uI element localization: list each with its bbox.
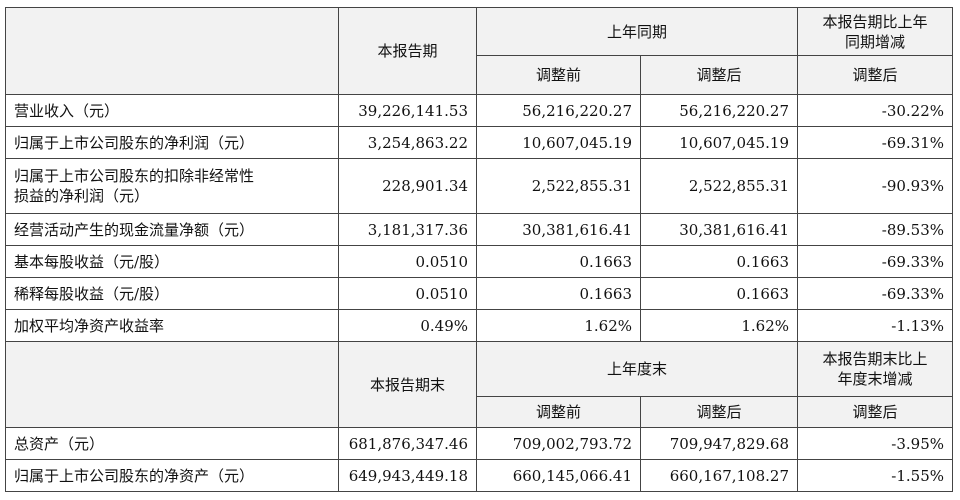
cell: 228,901.34	[338, 158, 477, 214]
cell: 总资产（元）	[5, 427, 339, 460]
cell: -1.55%	[797, 459, 954, 492]
data-row: 加权平均净资产收益率 0.49% 1.62% 1.62% -1.13%	[5, 309, 954, 342]
cell: 调整后	[797, 55, 954, 95]
cell: 0.1663	[476, 277, 641, 310]
data-row: 归属于上市公司股东的净利润（元） 3,254,863.22 10,607,045.1…	[5, 126, 954, 159]
header-blank	[5, 7, 339, 95]
cell-line: 营业收入（元）	[14, 101, 120, 120]
cell: 660,167,108.27	[639, 459, 799, 492]
cell: -30.22%	[797, 94, 954, 127]
cell: -3.95%	[797, 427, 954, 460]
cell: 0.1663	[639, 245, 799, 278]
header-blank	[5, 341, 339, 428]
cell: 1.62%	[476, 309, 641, 342]
cell: 加权平均净资产收益率	[5, 309, 339, 342]
cell: -90.93%	[797, 158, 954, 214]
cell: 归属于上市公司股东的扣除非经常性 损益的净利润（元）	[5, 158, 339, 214]
cell: 56,216,220.27	[476, 94, 641, 127]
cell: 709,947,829.68	[639, 427, 799, 460]
cell: 上年同期	[475, 7, 799, 56]
cell: 2,522,855.31	[476, 158, 641, 214]
header-row: 调整前 调整后 调整后	[6, 55, 954, 95]
cell: 3,254,863.22	[338, 126, 477, 159]
data-row: 营业收入（元） 39,226,141.53 56,216,220.27 56,216,…	[5, 94, 954, 127]
cell: 0.1663	[639, 277, 799, 310]
data-row: 经营活动产生的现金流量净额（元） 3,181,317.36 30,381,616.4…	[5, 213, 954, 246]
cell: 调整后	[639, 396, 799, 428]
cell: -69.33%	[797, 245, 954, 278]
cell-line: 加权平均净资产收益率	[14, 316, 165, 335]
cell: 归属于上市公司股东的净利润（元）	[5, 126, 339, 159]
header-row: 本报告期末 上年度末 本报告期末比上 年度末增减	[5, 341, 954, 428]
cell: 2,522,855.31	[639, 158, 799, 214]
cell: 本报告期末比上 年度末增减	[797, 341, 954, 397]
cell: 本报告期比上年 同期增减	[797, 7, 954, 56]
data-row: 总资产（元） 681,876,347.46 709,002,793.72 709,94…	[5, 427, 954, 460]
cell: 调整后	[797, 396, 954, 428]
cell-line: 基本每股收益（元/股）	[14, 252, 170, 271]
cell: 调整前	[476, 55, 641, 95]
cell: 660,145,066.41	[476, 459, 641, 492]
cell: 3,181,317.36	[338, 213, 477, 246]
cell: 本报告期末	[338, 341, 477, 428]
cell: 0.0510	[338, 277, 477, 310]
cell-line: 同期增减	[845, 32, 906, 51]
cell: 基本每股收益（元/股）	[5, 245, 339, 278]
cell-line: 年度末增减	[837, 370, 913, 388]
cell-line: 经营活动产生的现金流量净额（元）	[14, 220, 255, 239]
cell: 709,002,793.72	[476, 427, 641, 460]
table-body: 本报告期 上年同期 本报告期比上年 同期增减 调整前 调整后 调整后 营业收入（元） 39,22…	[5, 7, 954, 492]
cell: 681,876,347.46	[338, 427, 477, 460]
cell: 营业收入（元）	[5, 94, 339, 127]
cell: -69.31%	[797, 126, 954, 159]
cell: 30,381,616.41	[476, 213, 641, 246]
header-row: 本报告期 上年同期 本报告期比上年 同期增减	[5, 7, 954, 95]
data-row: 归属于上市公司股东的净资产（元） 649,943,449.18 660,145,06…	[5, 459, 954, 492]
cell-line: 本报告期比上年	[822, 12, 928, 31]
cell: 归属于上市公司股东的净资产（元）	[5, 459, 339, 492]
cell-line: 归属于上市公司股东的净资产（元）	[14, 466, 255, 485]
cell-line: 归属于上市公司股东的扣除非经常性	[14, 167, 255, 185]
cell: 30,381,616.41	[639, 213, 799, 246]
cell: 10,607,045.19	[476, 126, 641, 159]
cell: 0.1663	[476, 245, 641, 278]
cell: -69.33%	[797, 277, 954, 310]
cell-line: 稀释每股收益（元/股）	[14, 284, 170, 303]
cell: 0.0510	[338, 245, 477, 278]
data-row: 基本每股收益（元/股） 0.0510 0.1663 0.1663 -69.33%	[5, 245, 954, 278]
cell: 56,216,220.27	[639, 94, 799, 127]
cell: 调整前	[476, 396, 641, 428]
cell: 10,607,045.19	[639, 126, 799, 159]
cell-line: 本报告期末比上	[822, 350, 928, 368]
cell: 649,943,449.18	[338, 459, 477, 492]
cell: 经营活动产生的现金流量净额（元）	[5, 213, 339, 246]
financial-table: 本报告期 上年同期 本报告期比上年 同期增减 调整前 调整后 调整后 营业收入（元） 39,22…	[5, 7, 954, 492]
cell-line: 总资产（元）	[14, 434, 105, 453]
cell: 39,226,141.53	[338, 94, 477, 127]
cell: 1.62%	[639, 309, 799, 342]
header-row: 调整前 调整后 调整后	[6, 396, 954, 428]
data-row: 归属于上市公司股东的扣除非经常性 损益的净利润（元） 228,901.34 2,522…	[5, 158, 954, 214]
data-row: 稀释每股收益（元/股） 0.0510 0.1663 0.1663 -69.33%	[5, 277, 954, 310]
cell-line: 损益的净利润（元）	[14, 187, 150, 205]
cell: 0.49%	[338, 309, 477, 342]
cell: 本报告期	[338, 7, 477, 95]
cell: 稀释每股收益（元/股）	[5, 277, 339, 310]
cell: 上年度末	[475, 341, 799, 397]
cell: -1.13%	[797, 309, 954, 342]
cell: 调整后	[639, 55, 799, 95]
cell: -89.53%	[797, 213, 954, 246]
cell-line: 归属于上市公司股东的净利润（元）	[14, 133, 255, 152]
